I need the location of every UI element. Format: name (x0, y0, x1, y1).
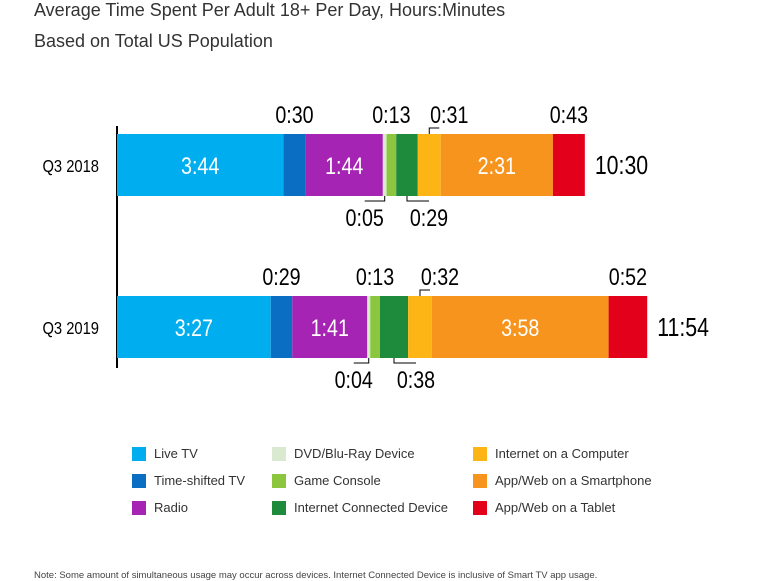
bar-segment (408, 296, 432, 358)
bar-segment (270, 296, 293, 358)
bar-segment (370, 296, 380, 358)
leader-line (364, 196, 386, 202)
legend-item: DVD/Blu-Ray Device (272, 446, 415, 461)
bar-segment (292, 296, 368, 358)
legend-label: Time-shifted TV (154, 473, 246, 488)
total-label: 11:54 (657, 313, 709, 343)
legend-label: Internet on a Computer (495, 446, 629, 461)
footnote: Note: Some amount of simultaneous usage … (34, 570, 598, 581)
legend-swatch (473, 473, 487, 488)
legend-label: Radio (154, 500, 188, 515)
data-label: 3:44 (181, 152, 219, 179)
chart-title: Average Time Spent Per Adult 18+ Per Day… (34, 0, 506, 20)
bar-segment (382, 134, 387, 196)
leader-line (428, 127, 440, 134)
bar-segment (117, 296, 271, 358)
data-label: 0:32 (421, 263, 459, 290)
data-label: 3:27 (175, 314, 213, 341)
legend-swatch (132, 500, 146, 515)
category-label: Q3 2018 (42, 157, 99, 177)
legend-swatch (272, 446, 286, 461)
legend-item: Radio (132, 500, 188, 515)
legend-label: Live TV (154, 446, 198, 461)
data-label: 3:58 (501, 314, 539, 341)
legend-swatch (473, 500, 487, 515)
leader-line (419, 289, 430, 296)
data-label: 0:31 (430, 101, 468, 128)
leader-line (353, 358, 370, 364)
legend-item: Internet on a Computer (473, 446, 629, 461)
legend-label: App/Web on a Smartphone (495, 473, 652, 488)
legend-item: Internet Connected Device (272, 500, 448, 515)
chart-subtitle: Based on Total US Population (34, 31, 273, 51)
bar-segment (417, 134, 441, 196)
data-label: 0:43 (550, 101, 588, 128)
total-label: 10:30 (595, 151, 648, 181)
data-label: 0:04 (335, 366, 373, 393)
bar-segment (117, 134, 284, 196)
data-label: 0:13 (356, 263, 394, 290)
data-label: 2:31 (478, 152, 516, 179)
bar-segment (608, 296, 648, 358)
data-label: 0:29 (262, 263, 300, 290)
bar-segment (305, 134, 383, 196)
legend-item: App/Web on a Smartphone (473, 473, 652, 488)
legend-label: DVD/Blu-Ray Device (294, 446, 415, 461)
bar-segment (396, 134, 418, 196)
bar-segment (283, 134, 306, 196)
stacked-bar-chart: Q3 2018 3:44 0:30 1:44 0:05 0:13 0:29 0:31 2:31 0… (42, 101, 709, 393)
legend-label: Internet Connected Device (294, 500, 448, 515)
category-label: Q3 2019 (42, 319, 99, 339)
bar-segment (431, 296, 609, 358)
bar-segment (386, 134, 397, 196)
data-label: 0:13 (372, 101, 410, 128)
bar-segment (379, 296, 409, 358)
data-label: 1:41 (311, 314, 349, 341)
data-label: 0:29 (410, 204, 448, 231)
legend-item: Time-shifted TV (132, 473, 245, 488)
leader-line (406, 196, 429, 202)
bar-segment (440, 134, 553, 196)
bar-segment (367, 296, 371, 358)
leader-line (393, 358, 416, 364)
legend-swatch (272, 473, 286, 488)
data-label: 0:30 (275, 101, 313, 128)
data-label: 0:05 (346, 204, 384, 231)
legend-label: Game Console (294, 473, 381, 488)
legend-item: App/Web on a Tablet (473, 500, 615, 515)
data-label: 1:44 (325, 152, 363, 179)
legend-item: Game Console (272, 473, 381, 488)
data-label: 0:38 (397, 366, 435, 393)
legend-swatch (272, 500, 286, 515)
data-label: 0:52 (609, 263, 647, 290)
legend-label: App/Web on a Tablet (495, 500, 616, 515)
legend-swatch (473, 446, 487, 461)
bar-segment (552, 134, 585, 196)
legend-swatch (132, 446, 146, 461)
legend-item: Live TV (132, 446, 198, 461)
legend-swatch (132, 473, 146, 488)
